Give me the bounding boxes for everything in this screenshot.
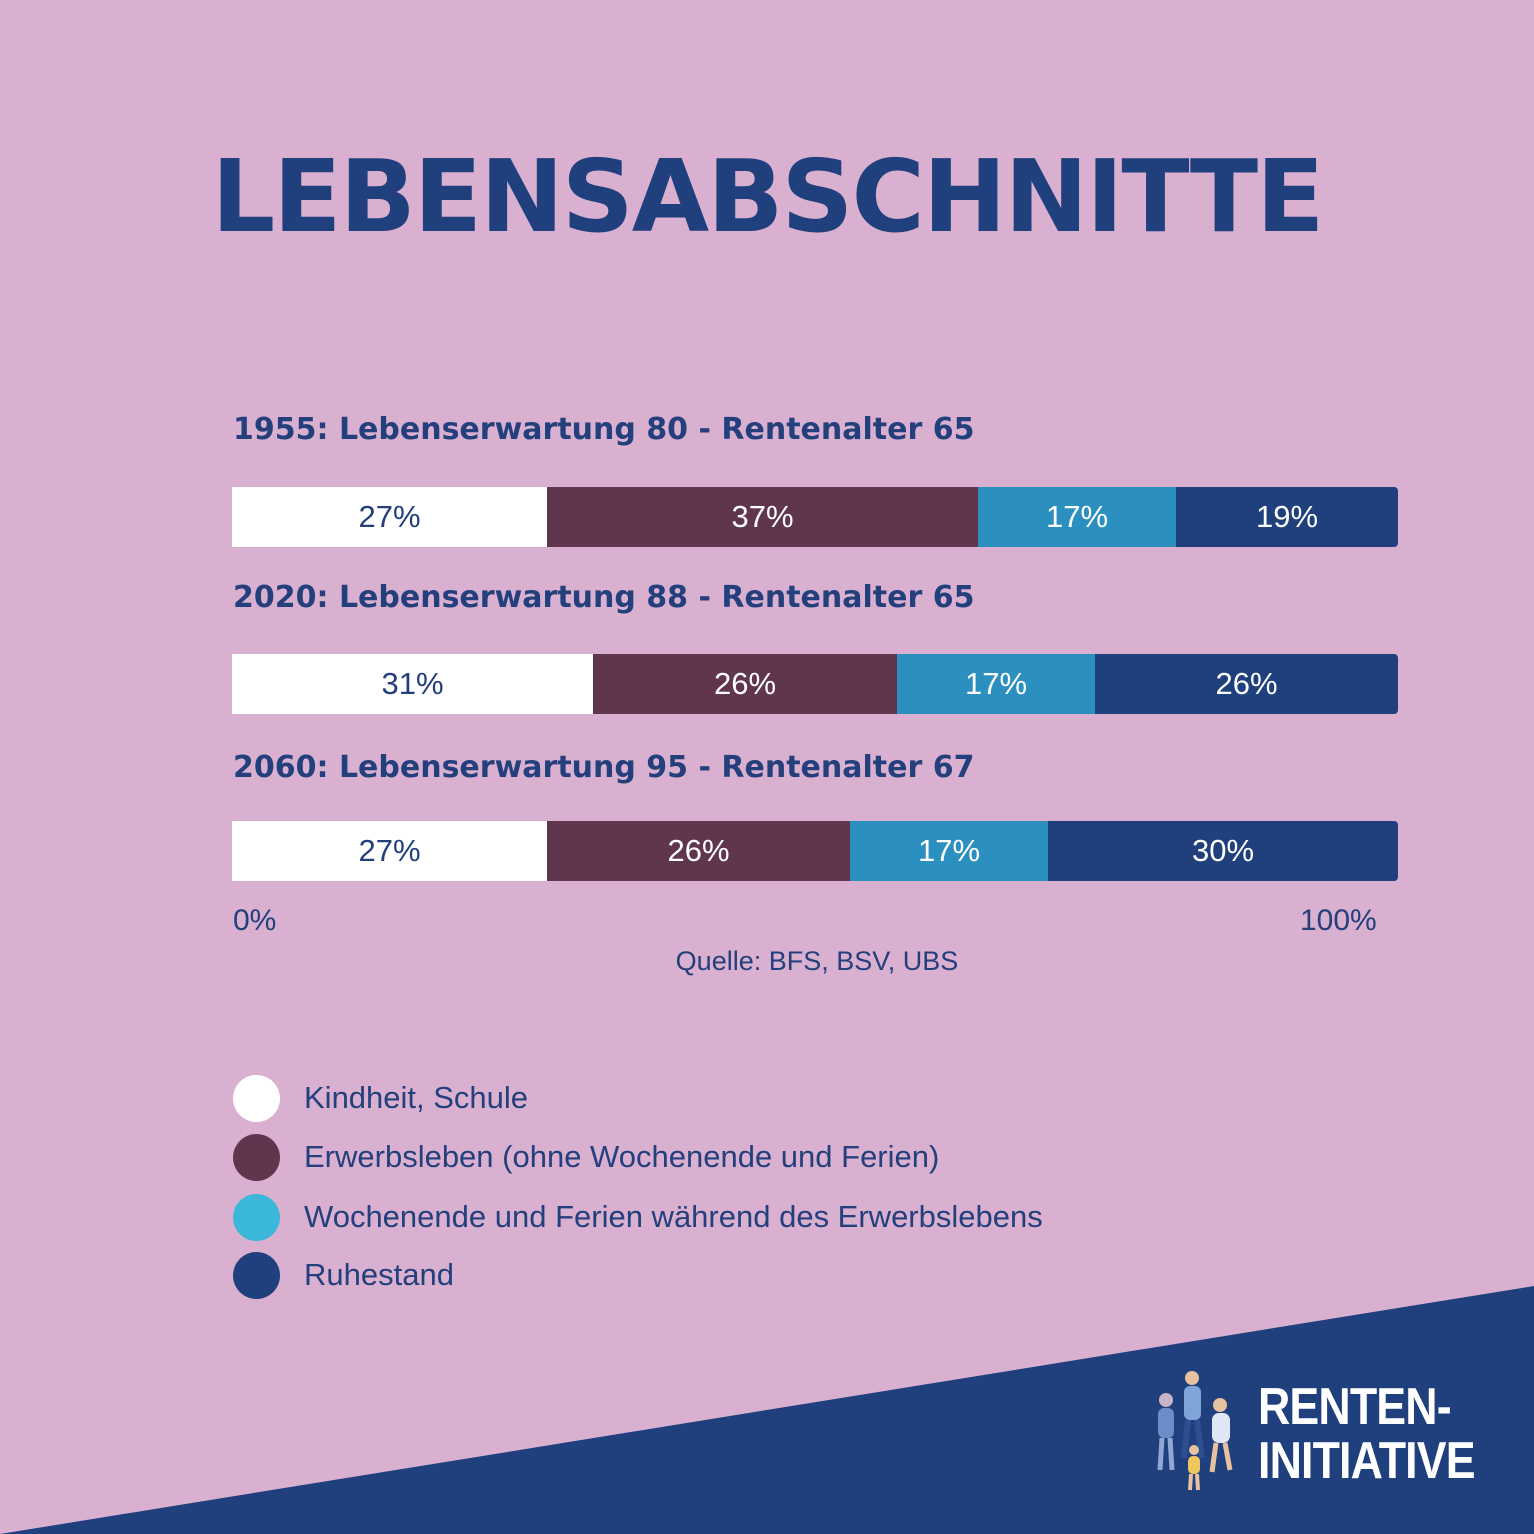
bar-segment: 37%: [547, 487, 978, 547]
family-illustration-icon: [1157, 1371, 1233, 1491]
legend-dot-icon: [233, 1193, 280, 1241]
legend-dot-icon: [233, 1074, 280, 1122]
bar-segment-label: 27%: [358, 499, 421, 534]
legend-label: Erwerbsleben (ohne Wochenende und Ferien…: [304, 1139, 940, 1174]
bar-segment: 26%: [1095, 654, 1398, 714]
x-axis-start-label: 0%: [233, 904, 277, 937]
page-title: LEBENSABSCHNITTE: [211, 138, 1325, 255]
legend-label: Wochenende und Ferien während des Erwerb…: [304, 1199, 1043, 1234]
legend-item: Erwerbsleben (ohne Wochenende und Ferien…: [233, 1133, 939, 1181]
bar-segment-label: 17%: [917, 833, 981, 868]
bar-segment-label: 26%: [713, 666, 777, 701]
bar-segment: 17%: [850, 821, 1048, 881]
bar-segment: 31%: [232, 654, 593, 714]
stacked-bar: 27% 26% 17% 30%: [232, 821, 1398, 881]
bar-row-label: 1955: Lebenserwartung 80 - Rentenalter 6…: [233, 412, 975, 447]
bar-segment-label: 37%: [731, 499, 794, 534]
legend-item: Wochenende und Ferien während des Erwerb…: [233, 1193, 1043, 1241]
bar-segment-label: 27%: [358, 833, 421, 868]
legend-item: Kindheit, Schule: [233, 1074, 528, 1122]
bar-row-label: 2020: Lebenserwartung 88 - Rentenalter 6…: [233, 580, 975, 615]
x-axis-end-label: 100%: [1300, 904, 1377, 937]
bar-segment-label: 30%: [1191, 833, 1255, 868]
renten-initiative-logo: RENTEN- INITIATIVE: [1258, 1378, 1476, 1490]
bar-segment-label: 26%: [1215, 666, 1278, 701]
bar-segment: 17%: [978, 487, 1176, 547]
bar-segment-label: 26%: [667, 833, 730, 868]
bar-row-label: 2060: Lebenserwartung 95 - Rentenalter 6…: [233, 750, 975, 785]
legend-label: Ruhestand: [304, 1257, 454, 1292]
stacked-bar: 27% 37% 17% 19%: [232, 487, 1398, 547]
bar-segment: 30%: [1048, 821, 1398, 881]
bar-segment-label: 17%: [1045, 499, 1109, 534]
bar-segment-label: 17%: [964, 666, 1028, 701]
bar-segment: 27%: [232, 487, 547, 547]
legend-dot-icon: [233, 1251, 280, 1299]
bar-segment: 26%: [593, 654, 897, 714]
legend-dot-icon: [233, 1133, 280, 1181]
legend-item: Ruhestand: [233, 1251, 454, 1299]
legend-label: Kindheit, Schule: [304, 1080, 529, 1115]
source-note: Quelle: BFS, BSV, UBS: [675, 946, 959, 976]
bar-segment: 17%: [897, 654, 1095, 714]
logo-line-2: INITIATIVE: [1258, 1432, 1476, 1490]
bar-segment: 26%: [547, 821, 850, 881]
logo-line-1: RENTEN-: [1258, 1378, 1452, 1436]
bar-segment: 19%: [1176, 487, 1398, 547]
bar-segment-label: 19%: [1255, 499, 1319, 534]
bar-segment-label: 31%: [381, 666, 444, 701]
stacked-bar: 31% 26% 17% 26%: [232, 654, 1398, 714]
bar-segment: 27%: [232, 821, 547, 881]
